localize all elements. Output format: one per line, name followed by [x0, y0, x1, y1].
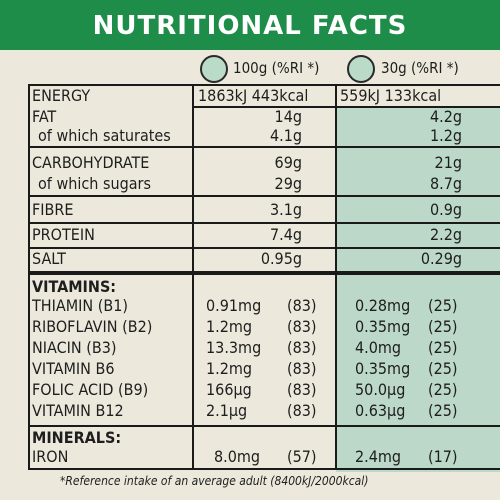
iron-ri-per100: (57) [287, 447, 317, 466]
riboflavin-label: RIBOFLAVIN (B2) [32, 317, 153, 336]
reference-intake-footnote: *Reference intake of an average adult (8… [60, 474, 369, 488]
vitamin-b6-ri-per30: (25) [428, 359, 458, 378]
riboflavin-ri-per100: (83) [287, 317, 317, 336]
niacin-ri-per100: (83) [287, 338, 317, 357]
fat-value-per100: 14g [274, 107, 302, 126]
carbohydrate-value-per30: 21g [434, 153, 462, 172]
riboflavin-value-per100: 1.2mg [206, 317, 253, 336]
thiamin-value-per30: 0.28mg [355, 296, 411, 315]
thiamin-ri-per30: (25) [428, 296, 458, 315]
energy-value-per30: 559kJ 133kcal [340, 86, 442, 105]
fibre-label: FIBRE [32, 200, 74, 219]
folic-acid-label: FOLIC ACID (B9) [32, 380, 149, 399]
rule-carbohydrate [28, 195, 500, 197]
saturates-value-per100: 4.1g [269, 126, 302, 145]
vitamins-heading: VITAMINS: [32, 277, 117, 296]
rule-fibre [28, 222, 500, 224]
per100-circle-icon [200, 55, 228, 83]
protein-value-per100: 7.4g [269, 225, 302, 244]
niacin-label: NIACIN (B3) [32, 338, 117, 357]
sugars-value-per30: 8.7g [429, 174, 462, 193]
saturates-label: of which saturates [38, 126, 171, 145]
rule-protein [28, 247, 500, 249]
folic-acid-ri-per100: (83) [287, 380, 317, 399]
iron-ri-per30: (17) [428, 447, 458, 466]
per30-column-shading [336, 106, 500, 472]
thiamin-label: THIAMIN (B1) [32, 296, 128, 315]
divider-right [335, 84, 337, 470]
fibre-value-per30: 0.9g [429, 200, 462, 219]
folic-acid-value-per100: 166µg [206, 380, 252, 399]
panel-title: NUTRITIONAL FACTS [92, 11, 408, 41]
iron-value-per100: 8.0mg [214, 447, 261, 466]
energy-label: ENERGY [32, 86, 91, 105]
carbohydrate-value-per100: 69g [274, 153, 302, 172]
divider-left [192, 84, 194, 470]
riboflavin-value-per30: 0.35mg [355, 317, 411, 336]
vitamin-b6-value-per30: 0.35mg [355, 359, 411, 378]
vitamin-b6-label: VITAMIN B6 [32, 359, 115, 378]
rule-vitamins [28, 425, 500, 427]
left-border [28, 84, 30, 470]
protein-value-per30: 2.2g [429, 225, 462, 244]
vitamin-b12-value-per100: 2.1µg [206, 401, 248, 420]
rule-energy-values [192, 106, 500, 108]
vitamin-b6-ri-per100: (83) [287, 359, 317, 378]
iron-label: IRON [32, 447, 69, 466]
vitamin-b12-label: VITAMIN B12 [32, 401, 124, 420]
rule-fat [28, 146, 500, 148]
niacin-value-per100: 13.3mg [206, 338, 262, 357]
sugars-value-per100: 29g [274, 174, 302, 193]
fat-label: FAT [32, 107, 57, 126]
folic-acid-value-per30: 50.0µg [355, 380, 406, 399]
per30-column-header: 30g (%RI *) [381, 59, 459, 77]
saturates-value-per30: 1.2g [429, 126, 462, 145]
rule-salt [28, 271, 500, 275]
salt-value-per100: 0.95g [260, 249, 302, 268]
carbohydrate-label: CARBOHYDRATE [32, 153, 150, 172]
vitamin-b12-value-per30: 0.63µg [355, 401, 406, 420]
vitamin-b12-ri-per100: (83) [287, 401, 317, 420]
niacin-value-per30: 4.0mg [355, 338, 402, 357]
fibre-value-per100: 3.1g [269, 200, 302, 219]
rule-minerals [28, 468, 500, 470]
minerals-heading: MINERALS: [32, 428, 122, 447]
fat-value-per30: 4.2g [429, 107, 462, 126]
folic-acid-ri-per30: (25) [428, 380, 458, 399]
title-bar: NUTRITIONAL FACTS [0, 0, 500, 50]
thiamin-ri-per100: (83) [287, 296, 317, 315]
protein-label: PROTEIN [32, 225, 95, 244]
per100-column-header: 100g (%RI *) [233, 59, 320, 77]
riboflavin-ri-per30: (25) [428, 317, 458, 336]
vitamin-b6-value-per100: 1.2mg [206, 359, 253, 378]
iron-value-per30: 2.4mg [355, 447, 402, 466]
per30-circle-icon [347, 55, 375, 83]
salt-label: SALT [32, 249, 66, 268]
vitamin-b12-ri-per30: (25) [428, 401, 458, 420]
salt-value-per30: 0.29g [420, 249, 462, 268]
niacin-ri-per30: (25) [428, 338, 458, 357]
energy-value-per100: 1863kJ 443kcal [198, 86, 309, 105]
sugars-label: of which sugars [38, 174, 151, 193]
thiamin-value-per100: 0.91mg [206, 296, 262, 315]
rule-header [28, 84, 500, 86]
